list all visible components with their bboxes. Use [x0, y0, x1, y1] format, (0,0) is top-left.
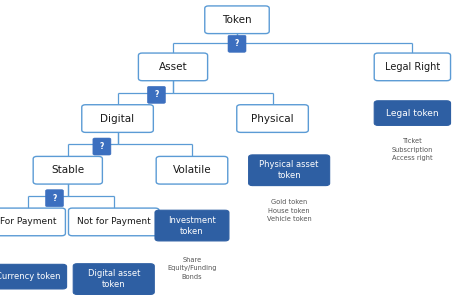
Text: Digital asset
token: Digital asset token [88, 269, 140, 289]
FancyBboxPatch shape [138, 53, 208, 81]
FancyBboxPatch shape [205, 6, 269, 34]
Text: ?: ? [100, 142, 104, 151]
FancyBboxPatch shape [374, 53, 450, 81]
Text: Volatile: Volatile [173, 165, 211, 175]
Text: ?: ? [52, 194, 57, 203]
Text: Physical asset
token: Physical asset token [259, 160, 319, 180]
FancyBboxPatch shape [0, 208, 65, 236]
FancyBboxPatch shape [46, 190, 64, 207]
FancyBboxPatch shape [155, 210, 229, 241]
FancyBboxPatch shape [82, 105, 153, 133]
FancyBboxPatch shape [93, 138, 111, 155]
FancyBboxPatch shape [156, 156, 228, 184]
FancyBboxPatch shape [68, 208, 159, 236]
FancyBboxPatch shape [374, 101, 450, 126]
Text: Physical: Physical [251, 114, 294, 123]
Text: Ticket
Subscription
Access right: Ticket Subscription Access right [392, 138, 433, 161]
Text: Legal Right: Legal Right [385, 62, 440, 72]
Text: Digital: Digital [100, 114, 135, 123]
Text: Investment
token: Investment token [168, 216, 216, 236]
Text: ?: ? [235, 39, 239, 48]
Text: ?: ? [154, 90, 159, 99]
FancyBboxPatch shape [73, 264, 154, 294]
Text: Share
Equity/Funding
Bonds: Share Equity/Funding Bonds [167, 257, 217, 280]
Text: Token: Token [222, 15, 252, 25]
Text: Currency token: Currency token [0, 272, 61, 281]
FancyBboxPatch shape [248, 155, 330, 185]
FancyBboxPatch shape [237, 105, 308, 133]
Text: Asset: Asset [159, 62, 187, 72]
FancyBboxPatch shape [0, 264, 66, 289]
Text: Stable: Stable [51, 165, 84, 175]
FancyBboxPatch shape [228, 35, 246, 52]
FancyBboxPatch shape [147, 86, 165, 103]
Text: Gold token
House token
Vehicle token: Gold token House token Vehicle token [267, 199, 311, 222]
Text: For Payment: For Payment [0, 217, 57, 226]
Text: Legal token: Legal token [386, 109, 439, 118]
Text: Not for Payment: Not for Payment [77, 217, 151, 226]
FancyBboxPatch shape [33, 156, 102, 184]
